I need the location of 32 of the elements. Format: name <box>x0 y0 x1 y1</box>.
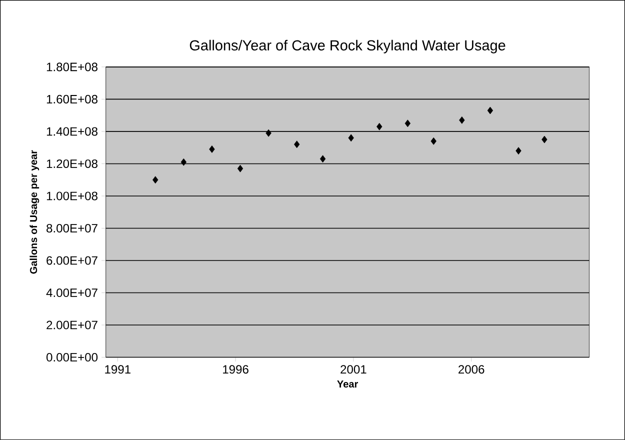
y-tick-label: 8.00E+07 <box>46 224 98 233</box>
point <box>376 122 382 130</box>
x-tick-label: 1996 <box>223 365 248 374</box>
y-tick-label: 1.80E+08 <box>46 62 98 72</box>
y-tick-label: 0.00E+00 <box>46 353 98 362</box>
point <box>152 176 158 184</box>
point <box>542 136 548 144</box>
x-tick-label: 2006 <box>458 365 484 374</box>
point <box>516 147 522 155</box>
x-tick-label: 1991 <box>105 365 130 374</box>
point <box>237 164 244 172</box>
point <box>404 120 411 128</box>
y-tick-label: 1.20E+08 <box>46 159 98 168</box>
point <box>266 129 272 137</box>
chart-title: Gallons/Year of Cave Rock Skyland Water Usage <box>190 40 506 54</box>
point <box>459 116 465 124</box>
y-tick-label: 4.00E+07 <box>46 288 98 298</box>
point <box>430 137 436 145</box>
y-tick-label: 1.40E+08 <box>46 127 98 136</box>
point <box>294 140 300 148</box>
point <box>487 106 494 114</box>
y-tick-label: 6.00E+07 <box>46 256 98 265</box>
y-tick-label: 2.00E+07 <box>46 320 98 330</box>
point <box>180 158 187 166</box>
point <box>320 155 326 163</box>
y-tick-label: 1.60E+08 <box>46 94 98 104</box>
point <box>348 134 354 142</box>
x-tick-label: 2001 <box>340 365 366 374</box>
x-axis-title: Year <box>337 380 358 388</box>
y-axis-title: Gallons of Usage per year <box>30 150 40 274</box>
y-tick-label: 1.00E+08 <box>46 192 98 200</box>
point <box>209 146 215 153</box>
